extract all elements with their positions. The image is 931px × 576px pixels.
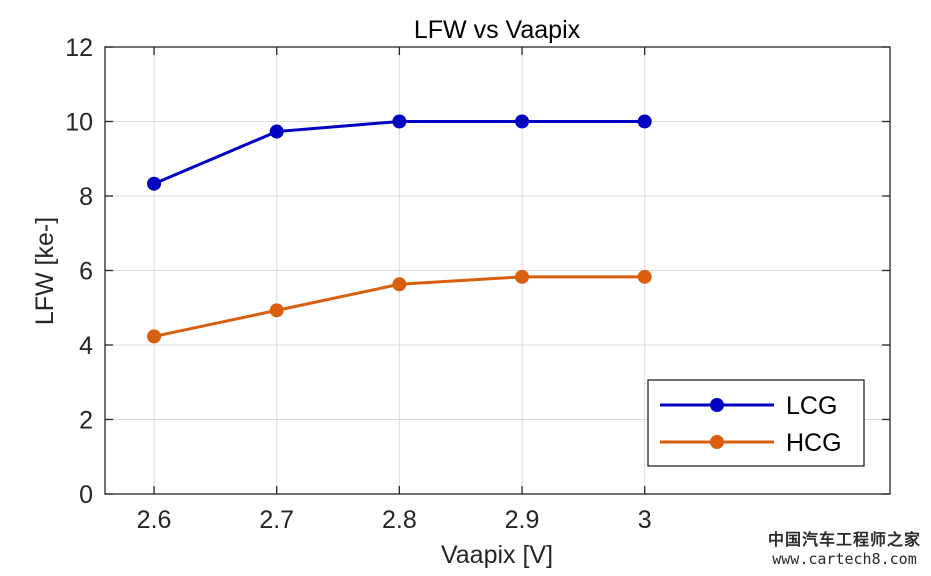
data-point-hcg (637, 269, 652, 284)
data-point-lcg (515, 114, 530, 129)
legend-marker-hcg (710, 435, 724, 449)
x-tick-label: 2.8 (382, 506, 417, 534)
y-tick-label: 0 (79, 481, 93, 509)
data-point-lcg (392, 114, 407, 129)
legend-label-lcg: LCG (786, 392, 837, 420)
data-point-hcg (147, 329, 162, 344)
y-tick-label: 4 (79, 332, 93, 360)
x-axis-label: Vaapix [V] (441, 541, 553, 569)
data-point-lcg (637, 114, 652, 129)
y-tick-label: 10 (65, 109, 93, 137)
watermark-chinese-text: 中国汽车工程师之家 (767, 530, 921, 549)
x-tick-label: 2.7 (259, 506, 294, 534)
watermark-url: www.cartech8.com (772, 550, 917, 568)
legend-box (647, 379, 865, 467)
x-tick-label: 3 (638, 506, 652, 534)
y-tick-label: 2 (79, 407, 93, 435)
y-tick-label: 8 (79, 183, 93, 211)
y-tick-label: 12 (65, 34, 93, 62)
chart-title: LFW vs Vaapix (414, 16, 581, 44)
data-point-hcg (269, 303, 284, 318)
x-tick-label: 2.6 (137, 506, 172, 534)
data-point-hcg (392, 277, 407, 292)
data-point-lcg (269, 124, 284, 139)
legend-label-hcg: HCG (786, 429, 842, 457)
legend: LCG HCG (647, 379, 865, 467)
data-point-hcg (515, 269, 530, 284)
y-axis-label: LFW [ke-] (31, 217, 59, 325)
y-tick-label: 6 (79, 258, 93, 286)
legend-marker-lcg (710, 398, 724, 412)
data-point-lcg (147, 176, 162, 191)
watermark: 中国汽车工程师之家 www.cartech8.com (768, 526, 921, 568)
data-series (147, 114, 652, 344)
x-tick-label: 2.9 (505, 506, 540, 534)
axes: 2.6 2.7 2.8 2.9 3 0 2 4 6 8 10 12 (65, 34, 891, 534)
